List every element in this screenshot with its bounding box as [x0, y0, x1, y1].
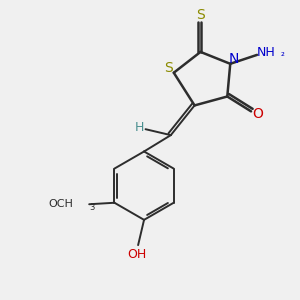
Text: OH: OH: [127, 248, 146, 260]
Text: 3: 3: [89, 203, 95, 212]
Text: ₂: ₂: [281, 47, 285, 58]
Text: S: S: [196, 8, 205, 22]
Text: NH: NH: [257, 46, 276, 59]
Text: S: S: [164, 61, 173, 75]
Text: H: H: [134, 121, 144, 134]
Text: OCH: OCH: [48, 199, 73, 209]
Text: N: N: [229, 52, 239, 66]
Text: O: O: [252, 107, 263, 121]
